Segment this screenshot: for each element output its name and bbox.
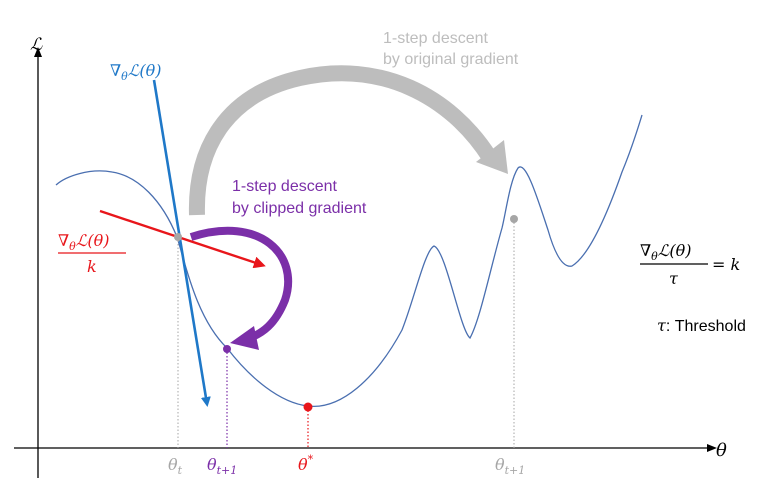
clipped-vector-label: ∇θℒ(θ) k [58,231,126,276]
gradient-line [152,79,211,407]
clip-ratio-formula: ∇θℒ(θ) τ = k [640,241,740,288]
clipped-step-line1: 1-step descent [232,178,338,195]
tick-theta-star: θ* [298,453,314,474]
point-theta-t1-clipped [223,345,231,353]
point-theta-t [174,233,182,241]
loss-curve [55,114,643,407]
tick-theta-t1-original: θt+1 [495,455,525,477]
gradient-line-label: ∇θℒ(θ) [110,61,161,83]
formula-denominator: τ [669,269,679,288]
original-step-line1: 1-step descent [383,30,489,47]
y-axis-label: ℒ [30,35,43,55]
clipped-vector-numerator: ∇θℒ(θ) [58,231,109,253]
clipped-step-arrow [189,226,293,342]
point-theta-star [303,402,313,412]
formula-rhs: = k [712,255,740,274]
threshold-legend: τ: Threshold [657,316,746,335]
tick-theta-t: θt [168,455,183,477]
formula-numerator: ∇θℒ(θ) [640,241,691,263]
original-step-arrowhead [476,140,508,174]
x-axis-label: θ [716,440,727,461]
original-step-arrow [188,65,497,216]
clipped-step-line2: by clipped gradient [232,200,367,217]
original-step-line2: by original gradient [383,51,519,68]
clipped-vector-denominator: k [87,257,97,276]
tick-theta-t1-clipped: θt+1 [207,455,237,477]
clipped-step-arrowhead [230,326,259,350]
point-theta-t1-original [510,215,518,223]
